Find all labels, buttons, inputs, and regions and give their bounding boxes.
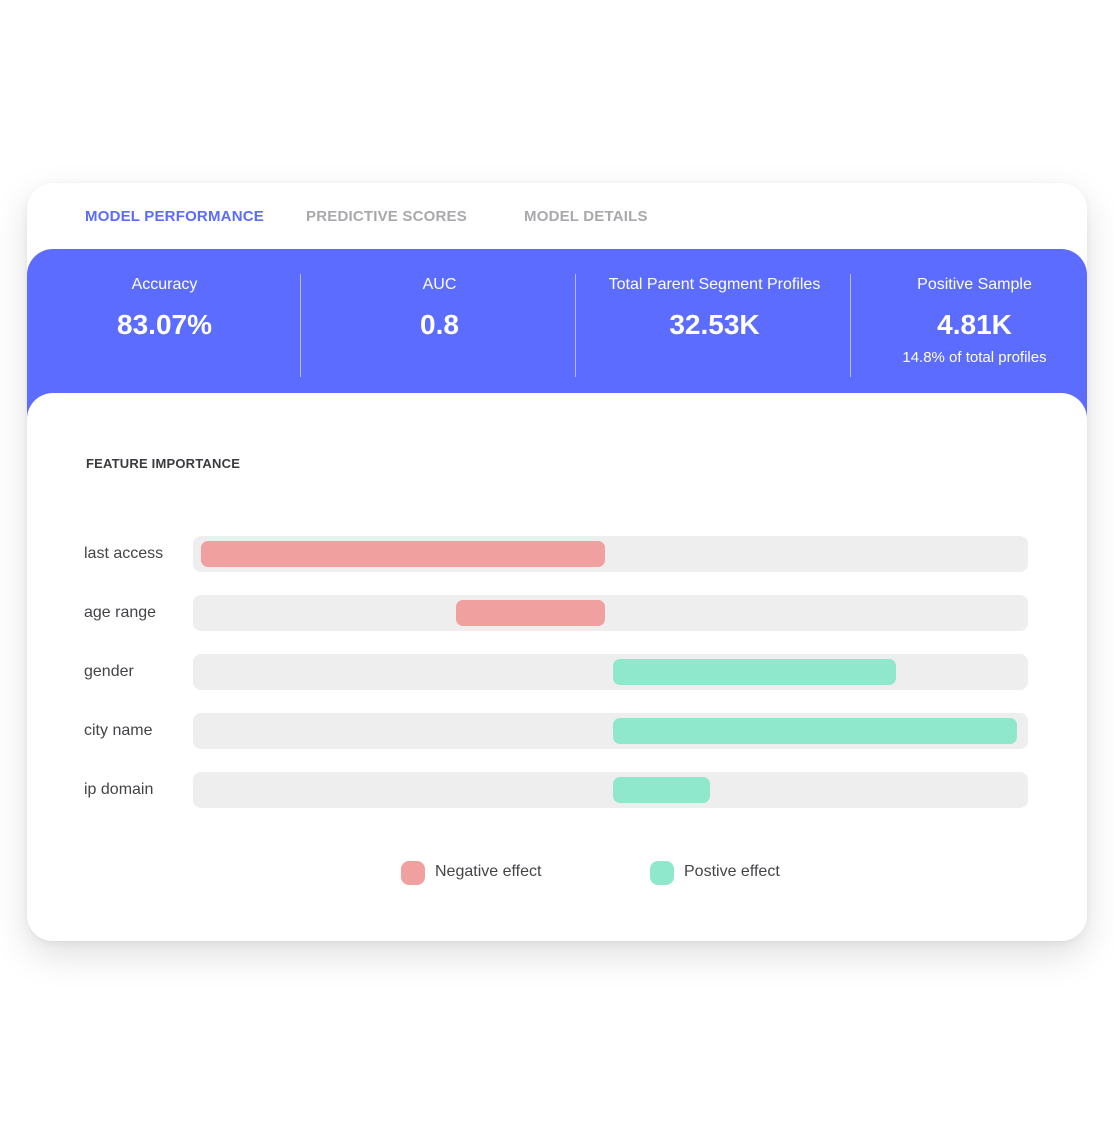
metric-auc-label: AUC: [422, 276, 457, 293]
feature-importance-panel: FEATURE IMPORTANCE last access age range g…: [27, 393, 1087, 941]
feature-label: ip domain: [84, 781, 154, 798]
metric-divider: [300, 274, 301, 377]
metric-total-profiles-value: 32.53K: [669, 309, 760, 340]
metric-total-profiles-label: Total Parent Segment Profiles: [608, 276, 821, 293]
feature-bar-ip-domain: [613, 777, 710, 803]
feature-track: [193, 772, 1028, 808]
metric-positive-sample-sub: 14.8% of total profiles: [902, 349, 1047, 366]
metric-accuracy-label: Accuracy: [131, 276, 198, 293]
feature-label: last access: [84, 545, 164, 562]
feature-label: age range: [84, 604, 157, 621]
tab-model-performance[interactable]: MODEL PERFORMANCE: [85, 208, 264, 225]
legend-positive-label: Postive effect: [684, 863, 780, 880]
feature-label: city name: [84, 722, 153, 739]
metric-accuracy-value: 83.07%: [117, 309, 212, 340]
feature-row: city name: [27, 713, 1087, 749]
feature-row: age range: [27, 595, 1087, 631]
feature-bar-last-access: [201, 541, 605, 567]
feature-label: gender: [84, 663, 134, 680]
feature-track: [193, 713, 1028, 749]
metric-divider: [850, 274, 851, 377]
metric-positive-sample-label: Positive Sample: [917, 276, 1032, 293]
tab-model-details[interactable]: MODEL DETAILS: [524, 208, 648, 225]
feature-importance-title: FEATURE IMPORTANCE: [86, 456, 241, 471]
feature-row: ip domain: [27, 772, 1087, 808]
legend-positive-swatch: [650, 861, 674, 885]
legend-negative-label: Negative effect: [435, 863, 542, 880]
feature-bar-city-name: [613, 718, 1017, 744]
metric-positive-sample-value: 4.81K: [937, 309, 1012, 340]
feature-track: [193, 536, 1028, 572]
feature-row: last access: [27, 536, 1087, 572]
feature-bar-age-range: [456, 600, 605, 626]
legend-negative-swatch: [401, 861, 425, 885]
feature-row: gender: [27, 654, 1087, 690]
tab-predictive-scores[interactable]: PREDICTIVE SCORES: [306, 208, 467, 225]
model-card: MODEL PERFORMANCE PREDICTIVE SCORES MODE…: [27, 183, 1087, 941]
feature-track: [193, 654, 1028, 690]
feature-track: [193, 595, 1028, 631]
metric-auc-value: 0.8: [420, 309, 459, 340]
metric-divider: [575, 274, 576, 377]
feature-bar-gender: [613, 659, 896, 685]
